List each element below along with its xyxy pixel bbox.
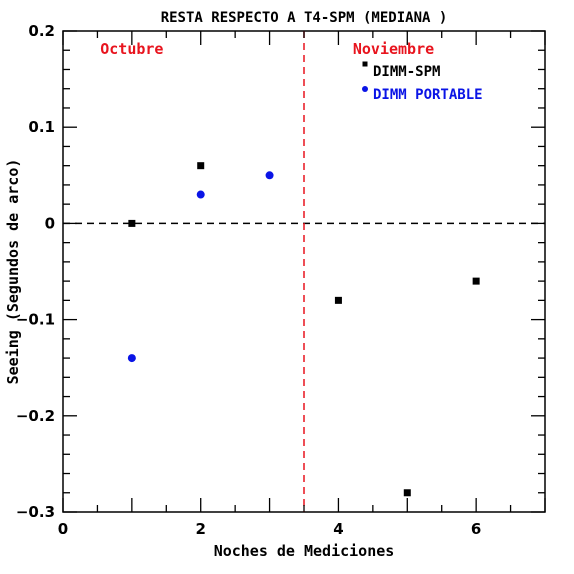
x-tick-label: 4 (333, 520, 343, 538)
x-axis-title: Noches de Mediciones (214, 542, 395, 560)
point-dimm-spm (128, 219, 136, 227)
y-tick-label: −0.1 (16, 311, 55, 329)
y-tick-label: 0 (45, 214, 55, 232)
chart-title: RESTA RESPECTO A T4-SPM (MEDIANA ) (161, 10, 448, 26)
y-tick-label: 0.2 (28, 22, 55, 40)
point-dimm-portable (196, 190, 205, 199)
y-axis-title: Seeing (Segundos de arco) (4, 159, 22, 385)
point-dimm-spm (403, 489, 411, 497)
legend-label-dimm-spm: DIMM-SPM (373, 64, 440, 80)
x-tick-label: 6 (471, 520, 481, 538)
annotation-octubre: Octubre (100, 40, 163, 58)
y-tick-label: 0.1 (28, 118, 55, 136)
annotations: Octubre Noviembre (100, 40, 434, 58)
point-dimm-spm (334, 296, 342, 304)
legend-marker-circle (362, 86, 368, 92)
axis-ticks (62, 30, 546, 513)
data-points (127, 162, 480, 497)
annotation-noviembre: Noviembre (353, 40, 434, 58)
x-tick-label: 2 (195, 520, 205, 538)
point-dimm-spm (197, 162, 205, 170)
x-tick-label: 0 (58, 520, 68, 538)
reference-lines (63, 31, 545, 512)
tick-labels: 0 2 4 6 −0.3 −0.2 −0.1 0 0.1 0.2 (16, 22, 482, 538)
point-dimm-spm (472, 277, 480, 285)
legend-marker-square (362, 61, 368, 67)
point-dimm-portable (127, 354, 136, 363)
y-tick-label: −0.2 (16, 407, 55, 425)
point-dimm-portable (265, 171, 274, 180)
legend: DIMM-SPM DIMM PORTABLE (362, 61, 483, 103)
y-tick-label: −0.3 (16, 503, 55, 521)
legend-label-dimm-portable: DIMM PORTABLE (373, 87, 483, 103)
